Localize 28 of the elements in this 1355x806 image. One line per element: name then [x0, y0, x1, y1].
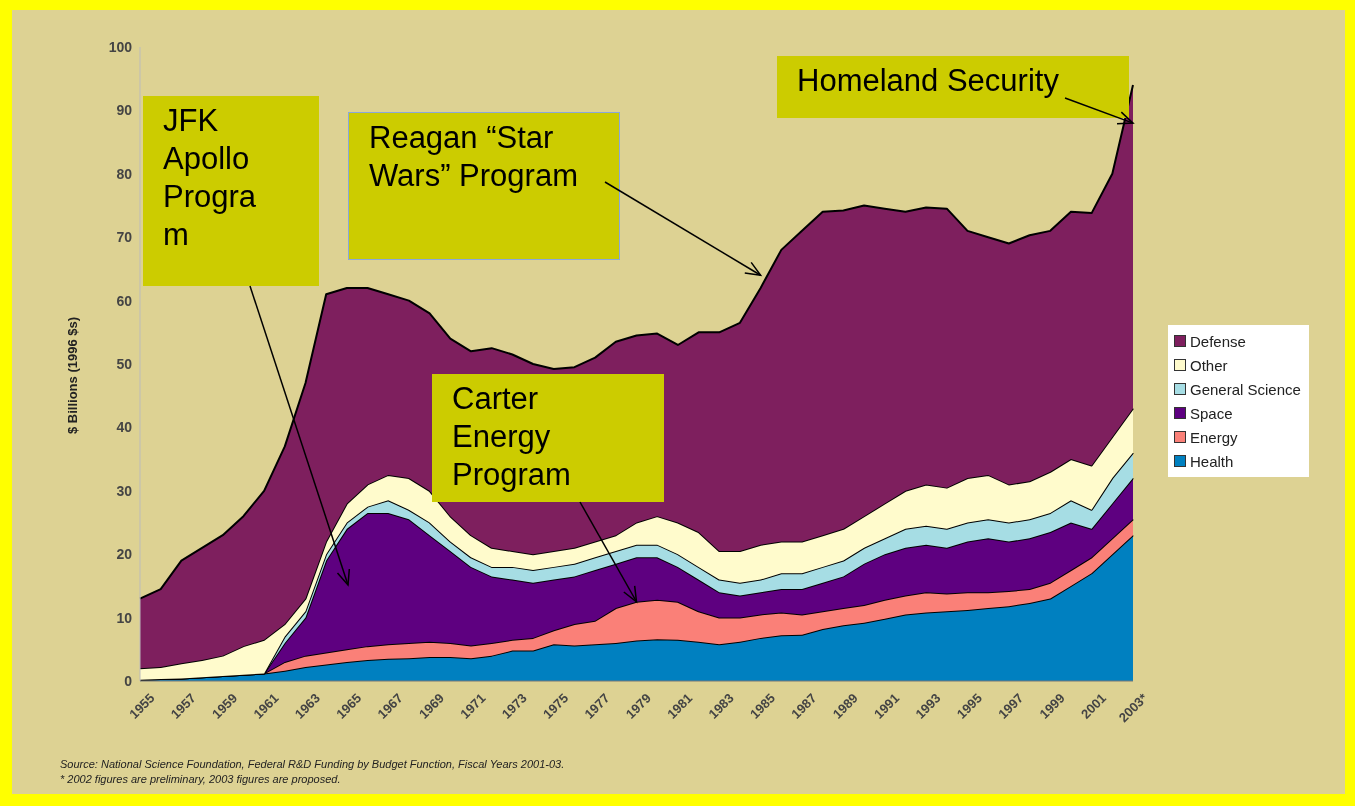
- legend-label: Other: [1190, 356, 1228, 374]
- y-tick-label: 40: [116, 419, 133, 436]
- y-tick-label: 60: [116, 292, 133, 309]
- legend-label: Health: [1190, 452, 1234, 470]
- y-tick-label: 0: [124, 672, 133, 689]
- annotation: Reagan “Star Wars” Program: [369, 119, 579, 195]
- source-note: Source: National Science Foundation, Federal R&D Funding by Budget Function, Fiscal Years 2001-03.: [60, 757, 565, 772]
- y-axis-title: $ Billions (1996 $s): [64, 316, 80, 434]
- legend-label: Space: [1190, 404, 1233, 422]
- annotation: Homeland Security: [797, 62, 1060, 100]
- text: Defense: [1190, 332, 1246, 350]
- y-tick-label: 20: [116, 546, 133, 563]
- y-tick-label: 70: [116, 229, 133, 246]
- y-tick-label: 100: [108, 38, 133, 55]
- y-tick-label: 10: [116, 609, 133, 626]
- callout-box: Reagan “Star Wars” Program: [348, 112, 620, 260]
- annotation: Carter Energy Program: [452, 380, 572, 494]
- legend-label: General Science: [1190, 380, 1301, 398]
- callout-box: Carter Energy Program: [432, 374, 664, 502]
- y-tick-label: 90: [116, 102, 133, 119]
- y-tick-label: 30: [116, 482, 133, 499]
- legend-label: Energy: [1190, 428, 1238, 446]
- callout-box: Homeland Security: [777, 56, 1129, 118]
- y-tick-label: 50: [116, 355, 133, 372]
- text: * 2002 figures are preliminary, 2003 figures are proposed.: [60, 772, 342, 787]
- annotation: JFK Apollo Program: [163, 102, 258, 254]
- callout-box: JFK Apollo Program: [143, 96, 319, 286]
- y-tick-label: 80: [116, 165, 133, 182]
